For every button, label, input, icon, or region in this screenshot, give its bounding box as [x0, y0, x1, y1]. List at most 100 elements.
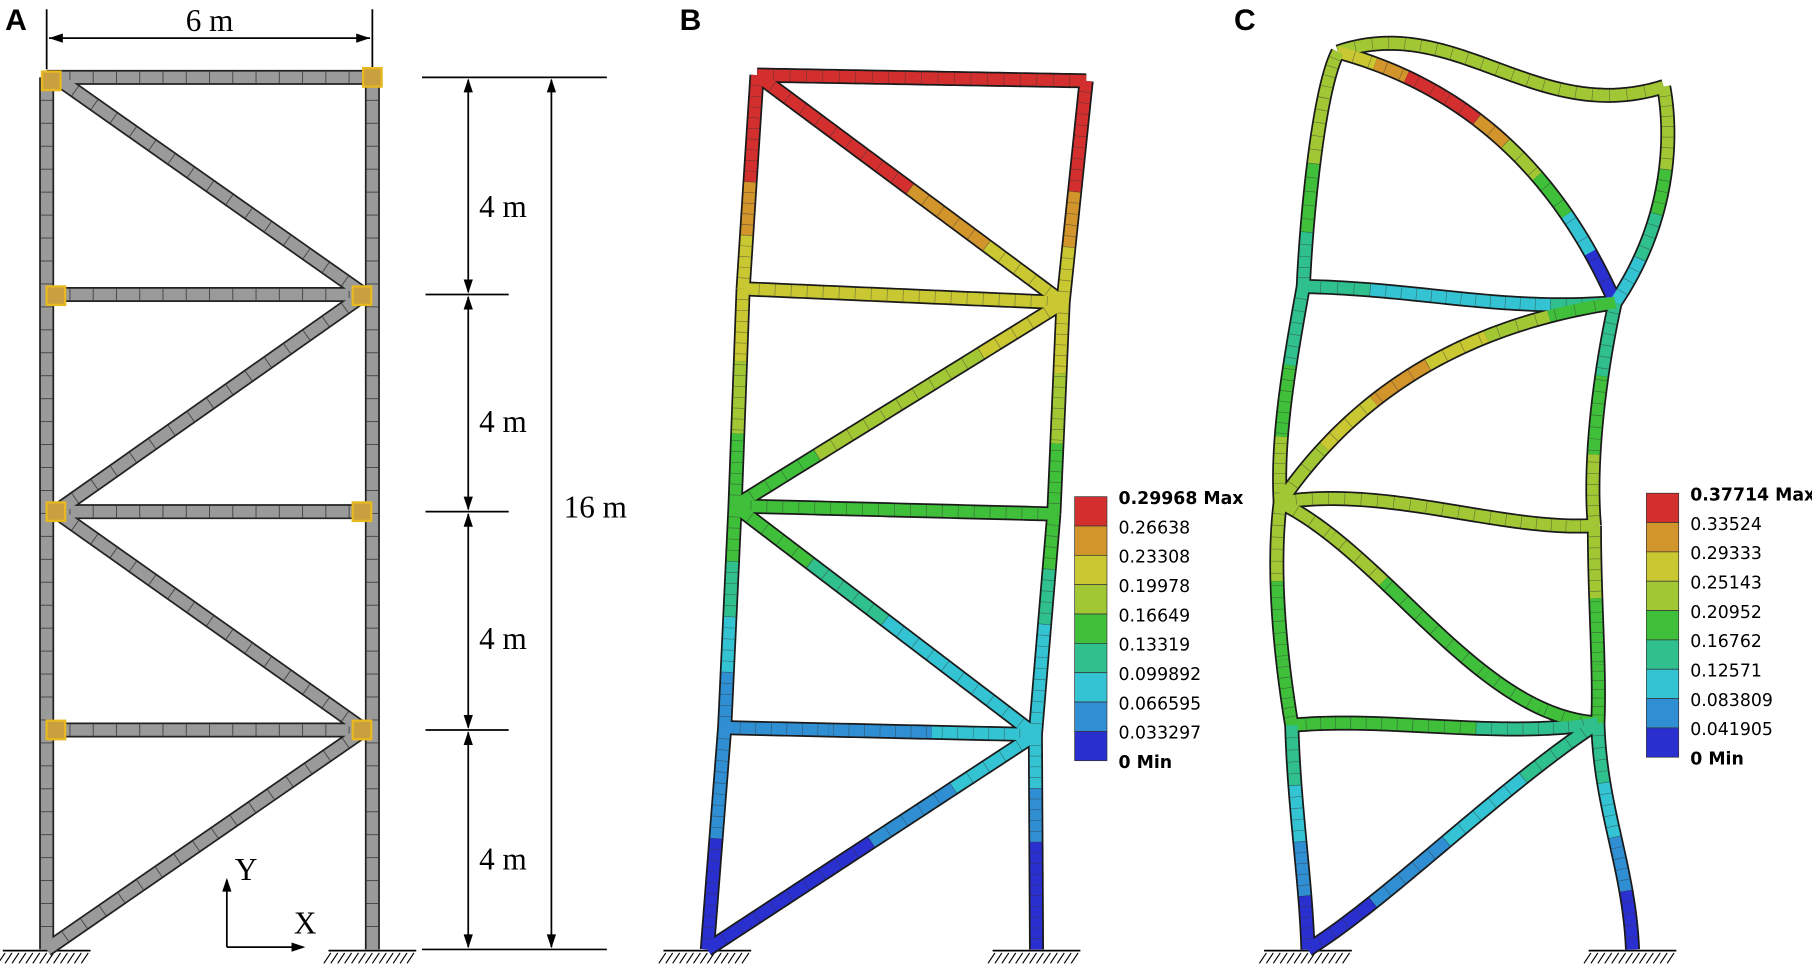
- ground-hatch: [741, 952, 750, 964]
- mesh-line: [1457, 506, 1460, 519]
- member: [1299, 895, 1314, 950]
- joint: [45, 719, 67, 741]
- mesh-line: [1286, 749, 1299, 751]
- ground-hatch: [39, 952, 48, 964]
- mesh-line: [1477, 333, 1483, 345]
- mesh-line: [1297, 276, 1310, 279]
- ground-hatch: [1049, 952, 1058, 964]
- mesh-line: [1459, 721, 1461, 734]
- mesh-line: [1564, 738, 1573, 749]
- joint: [45, 501, 67, 523]
- mesh-line: [1392, 496, 1395, 509]
- mesh-line: [1443, 721, 1445, 733]
- mesh-line: [1534, 314, 1538, 326]
- ground-hatch: [1029, 952, 1037, 964]
- mesh-line: [1302, 218, 1314, 220]
- member: [1277, 497, 1336, 541]
- mesh-line: [1574, 86, 1577, 99]
- mesh-line: [167, 588, 176, 599]
- ground-hatch: [713, 952, 722, 964]
- arrowhead: [463, 934, 473, 949]
- mesh-line: [1557, 83, 1562, 96]
- legend-swatch: [1074, 672, 1108, 703]
- member: [714, 727, 731, 784]
- mesh-line: [1428, 84, 1436, 96]
- mesh-line: [1400, 286, 1403, 299]
- mesh-line: [1565, 217, 1576, 225]
- mesh-line: [1298, 266, 1311, 269]
- mesh-line: [1301, 938, 1314, 940]
- mesh-line: [1303, 204, 1315, 207]
- ground-hatch: [80, 952, 89, 964]
- mesh-line: [717, 749, 729, 751]
- mesh-line: [187, 602, 195, 613]
- ground-hatch: [1314, 952, 1323, 964]
- mesh-line: [1283, 706, 1295, 709]
- mesh-line: [1376, 495, 1379, 507]
- mesh-line: [1591, 414, 1603, 417]
- legend-label: 0.33524: [1690, 515, 1762, 535]
- mesh-line: [1028, 275, 1037, 285]
- mesh-line: [971, 684, 980, 694]
- mesh-line: [1351, 51, 1356, 63]
- mesh-line: [747, 127, 760, 130]
- member: [1303, 280, 1371, 296]
- mesh-line: [761, 524, 769, 534]
- mesh-line: [1535, 517, 1538, 530]
- mesh-line: [1051, 439, 1063, 441]
- mesh-line: [1037, 634, 1050, 637]
- mesh-line: [1311, 134, 1324, 138]
- mesh-line: [1616, 867, 1628, 871]
- mesh-line: [726, 571, 738, 573]
- mesh-line: [1328, 928, 1337, 938]
- legend-swatch: [1646, 610, 1680, 641]
- panel-label: A: [5, 4, 27, 37]
- mesh-line: [1661, 115, 1674, 117]
- mesh-line: [71, 520, 79, 531]
- mesh-line: [875, 161, 884, 171]
- member: [1029, 678, 1046, 736]
- mesh-line: [1045, 546, 1057, 548]
- mesh-line: [1065, 224, 1077, 226]
- member: [868, 783, 957, 847]
- member: [701, 893, 718, 950]
- member-outline: [1274, 295, 1617, 507]
- member: [1596, 301, 1621, 377]
- member: [1328, 531, 1388, 586]
- mesh-line: [1296, 862, 1308, 865]
- mesh-line: [90, 533, 99, 544]
- legend-label: 0.16649: [1119, 606, 1191, 626]
- mesh-line: [944, 368, 952, 379]
- mesh-line: [1067, 201, 1080, 204]
- mesh-line: [1292, 818, 1304, 821]
- mesh-line: [753, 912, 760, 923]
- mesh-line: [1353, 282, 1355, 295]
- member: [710, 782, 727, 840]
- member: [1048, 443, 1063, 515]
- ground-hatch: [4, 952, 13, 964]
- mesh-line: [921, 195, 930, 206]
- member: [744, 128, 760, 183]
- mesh-line: [728, 516, 741, 518]
- mesh-line: [1281, 379, 1294, 382]
- mesh-line: [341, 303, 349, 314]
- member: [814, 399, 903, 460]
- member: [1273, 436, 1288, 503]
- mesh-line: [1073, 146, 1086, 149]
- ground-hatch: [1590, 952, 1599, 964]
- mesh-line: [1353, 553, 1363, 563]
- ground-hatch: [364, 952, 373, 964]
- mesh-line: [966, 772, 974, 783]
- mesh-line: [1042, 579, 1055, 581]
- mesh-line: [1659, 95, 1672, 98]
- mesh-line: [780, 470, 788, 481]
- storey-label: 4 m: [479, 842, 527, 877]
- member: [830, 127, 914, 194]
- mesh-line: [1659, 168, 1672, 171]
- mesh-line: [1618, 878, 1630, 882]
- mesh-line: [818, 869, 826, 880]
- legend-swatch: [1646, 580, 1680, 611]
- mesh-line: [785, 890, 793, 901]
- mesh-line: [895, 399, 903, 410]
- mesh-line: [1044, 557, 1056, 559]
